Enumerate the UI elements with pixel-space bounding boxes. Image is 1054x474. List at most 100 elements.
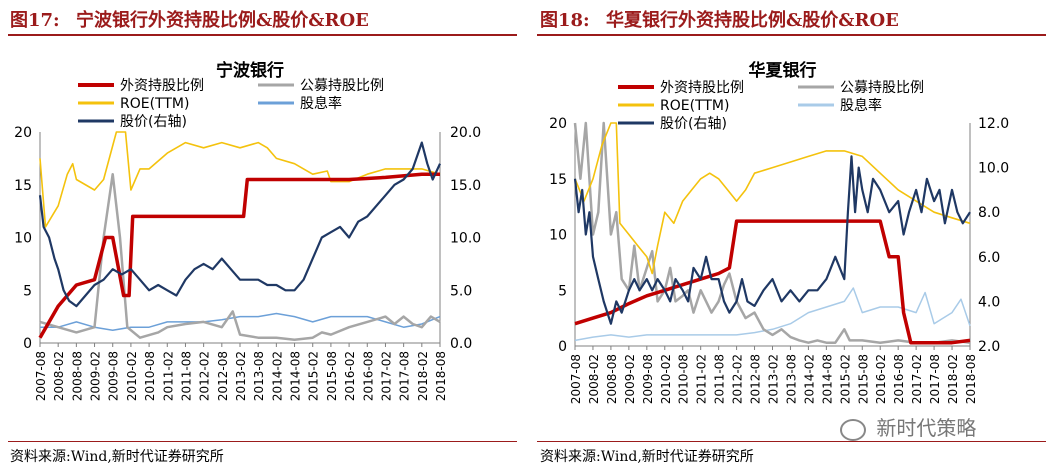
x-tick-label: 2013-08 xyxy=(784,354,798,404)
x-tick-label: 2010-02 xyxy=(125,351,139,401)
x-tick-label: 2009-08 xyxy=(107,351,121,401)
right-tick-label: 2.0 xyxy=(978,339,1000,355)
series-line-fund xyxy=(39,172,441,342)
legend-label-price: 股价(右轴) xyxy=(120,114,187,130)
chart-title: 华夏银行 xyxy=(749,60,817,81)
left-tick-label: 10 xyxy=(549,228,567,244)
right-tick-label: 0.0 xyxy=(450,336,472,352)
x-tick-label: 2007-08 xyxy=(34,351,48,401)
x-tick-label: 2015-02 xyxy=(838,354,852,404)
x-tick-label: 2012-08 xyxy=(216,351,230,401)
x-tick-label: 2008-08 xyxy=(70,351,84,401)
watermark: 新时代策略 xyxy=(840,412,976,441)
legend-label-roe: ROE(TTM) xyxy=(660,98,729,114)
figure-17-title-rule xyxy=(8,34,517,36)
x-tick-label: 2011-08 xyxy=(179,351,193,401)
right-tick-label: 20.0 xyxy=(450,125,481,141)
series-line-foreign xyxy=(574,219,971,345)
figure-17-label: 图17: xyxy=(10,10,60,31)
right-tick-label: 4.0 xyxy=(978,294,1000,310)
figure-17-title-text: 宁波银行外资持股比例&股价&ROE xyxy=(75,10,369,31)
series-line-price xyxy=(38,141,441,308)
left-tick-label: 15 xyxy=(14,178,32,194)
right-tick-label: 5.0 xyxy=(450,283,472,299)
x-tick-label: 2016-02 xyxy=(874,354,888,404)
x-tick-label: 2011-08 xyxy=(713,354,727,404)
left-tick-label: 0 xyxy=(558,339,567,355)
x-tick-label: 2018-02 xyxy=(946,354,960,404)
left-tick-label: 10 xyxy=(14,231,32,247)
left-tick-label: 5 xyxy=(23,283,32,299)
x-tick-label: 2014-08 xyxy=(289,351,303,401)
x-tick-label: 2015-08 xyxy=(325,351,339,401)
legend-label-dividend: 股息率 xyxy=(840,97,882,114)
x-tick-label: 2018-02 xyxy=(416,351,430,401)
legend-label-foreign: 外资持股比例 xyxy=(120,78,204,94)
x-tick-label: 2012-02 xyxy=(731,354,745,404)
series-line-fund xyxy=(573,121,971,344)
x-tick-label: 2010-08 xyxy=(677,354,691,404)
x-tick-label: 2017-08 xyxy=(928,354,942,404)
x-tick-label: 2018-08 xyxy=(964,354,978,404)
figure-17-title: 图17: 宁波银行外资持股比例&股价&ROE xyxy=(10,6,369,32)
x-tick-label: 2010-02 xyxy=(659,354,673,404)
figure-17-source-rule xyxy=(8,441,517,442)
ningbo-bank-chart: 宁波银行 0 5 10 15 20 0.0 5.0 10.0 15.0 20.0 2007-08 200… xyxy=(14,60,481,401)
x-tick-label: 2016-02 xyxy=(343,351,357,401)
x-tick-label: 2008-02 xyxy=(52,351,66,401)
x-tick-label: 2013-08 xyxy=(252,351,266,401)
x-tick-label: 2014-08 xyxy=(820,354,834,404)
left-tick-label: 5 xyxy=(558,283,567,299)
right-tick-label: 12.0 xyxy=(978,116,1009,132)
x-tick-label: 2007-08 xyxy=(569,354,583,404)
x-tick-label: 2009-02 xyxy=(89,351,103,401)
figure-18-label: 图18: xyxy=(540,10,590,31)
x-tick-label: 2017-02 xyxy=(379,351,393,401)
figure-18-title-text: 华夏银行外资持股比例&股价&ROE xyxy=(605,10,899,31)
huaxia-bank-chart: 华夏银行 0 5 10 15 20 2.0 4.0 6.0 8.0 10.0 12.0 2007-08 2… xyxy=(549,60,1009,404)
x-tick-label: 2012-02 xyxy=(198,351,212,401)
series-line-foreign xyxy=(38,172,440,339)
x-tick-label: 2013-02 xyxy=(234,351,248,401)
legend-label-fund: 公募持股比例 xyxy=(840,80,924,96)
x-tick-label: 2012-08 xyxy=(749,354,763,404)
figure-18-title: 图18: 华夏银行外资持股比例&股价&ROE xyxy=(540,6,899,32)
series-line-dividend xyxy=(574,287,971,342)
legend-label-dividend: 股息率 xyxy=(300,95,342,112)
x-tick-label: 2009-02 xyxy=(623,354,637,404)
figure-18-source: 资料来源:Wind,新时代证券研究所 xyxy=(540,449,754,465)
x-tick-label: 2010-08 xyxy=(143,351,157,401)
figure-18-source-rule xyxy=(537,441,1046,442)
chart-title: 宁波银行 xyxy=(216,60,284,81)
left-tick-label: 0 xyxy=(23,336,32,352)
figure-18-title-rule xyxy=(537,34,1046,36)
x-tick-label: 2015-02 xyxy=(307,351,321,401)
series-line-roe xyxy=(39,131,441,228)
right-tick-label: 8.0 xyxy=(978,205,1000,221)
left-tick-label: 20 xyxy=(14,125,32,141)
x-tick-label: 2011-02 xyxy=(695,354,709,404)
x-tick-label: 2014-02 xyxy=(270,351,284,401)
x-tick-label: 2008-08 xyxy=(605,354,619,404)
right-tick-label: 6.0 xyxy=(978,250,1000,266)
left-tick-label: 20 xyxy=(549,116,567,132)
right-tick-label: 15.0 xyxy=(450,178,481,194)
right-tick-label: 10.0 xyxy=(978,161,1009,177)
legend-label-price: 股价(右轴) xyxy=(660,116,727,132)
x-tick-label: 2016-08 xyxy=(361,351,375,401)
series-line-price xyxy=(573,155,971,325)
x-tick-label: 2013-02 xyxy=(767,354,781,404)
x-tick-label: 2011-02 xyxy=(161,351,175,401)
x-tick-label: 2017-08 xyxy=(398,351,412,401)
right-tick-label: 10.0 xyxy=(450,231,481,247)
figure-17-source: 资料来源:Wind,新时代证券研究所 xyxy=(10,449,224,465)
legend-label-foreign: 外资持股比例 xyxy=(660,80,744,96)
legend-label-fund: 公募持股比例 xyxy=(300,78,384,94)
watermark-text: 新时代策略 xyxy=(876,416,977,440)
x-tick-label: 2017-02 xyxy=(910,354,924,404)
legend-label-roe: ROE(TTM) xyxy=(120,96,189,112)
wechat-icon xyxy=(840,418,866,441)
x-tick-label: 2016-08 xyxy=(892,354,906,404)
left-tick-label: 15 xyxy=(549,172,567,188)
